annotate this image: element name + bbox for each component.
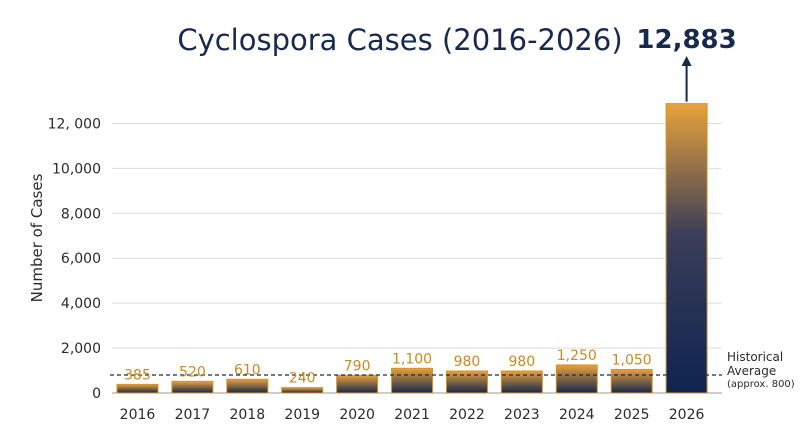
data-labels: 385 520 610 240 790 1,100 980 980 1,250 1,050 12,8… (124, 25, 737, 387)
x-axis-ticks: 2016 2017 2018 2019 2020 2021 2022 2023 2024 2025… (120, 407, 705, 423)
data-label: 520 (179, 364, 206, 380)
gridlines (112, 122, 722, 394)
bar-2023 (500, 370, 543, 394)
reference-label-line2: Average (727, 364, 776, 378)
x-tick-label: 2026 (669, 407, 705, 423)
x-tick-label: 2016 (120, 407, 156, 423)
bar-2019 (281, 387, 324, 394)
chart-title: Cyclospora Cases (2016-2026) (177, 23, 622, 57)
x-tick-label: 2024 (559, 407, 595, 423)
y-tick-label: 6,000 (61, 251, 101, 267)
x-tick-label: 2017 (175, 407, 211, 423)
x-tick-label: 2020 (339, 407, 375, 423)
y-axis-label: Number of Cases (28, 173, 46, 302)
y-tick-label: 10,000 (52, 161, 101, 177)
y-tick-label: 12, 000 (48, 116, 101, 132)
data-label: 1,050 (612, 352, 652, 368)
bar-2026 (665, 103, 708, 394)
reference-label-line1: Historical (727, 350, 783, 364)
y-tick-label: 8,000 (61, 206, 101, 222)
peak-arrow-icon (681, 56, 692, 66)
bars (116, 103, 708, 394)
bar-2022 (445, 370, 488, 394)
bar-2016 (116, 383, 159, 394)
bar-2020 (336, 374, 379, 394)
bar-2018 (226, 378, 269, 394)
bar-2024 (555, 364, 598, 394)
x-tick-label: 2023 (504, 407, 540, 423)
peak-data-label: 12,883 (636, 25, 736, 55)
reference-label-line3: (approx. 800) (727, 379, 795, 390)
data-label: 1,100 (392, 351, 432, 367)
data-label: 385 (124, 367, 151, 383)
data-label: 980 (454, 354, 481, 370)
data-label: 1,250 (557, 348, 597, 364)
y-tick-label: 0 (92, 386, 101, 402)
x-tick-label: 2018 (229, 407, 265, 423)
bar-2017 (171, 380, 214, 394)
data-label: 610 (234, 362, 261, 378)
x-tick-label: 2025 (614, 407, 650, 423)
x-tick-label: 2021 (394, 407, 430, 423)
x-tick-label: 2019 (284, 407, 320, 423)
data-label: 790 (344, 358, 371, 374)
bar-2025 (610, 368, 653, 394)
bar-2021 (391, 367, 434, 394)
data-label: 240 (289, 371, 316, 387)
y-axis-ticks: 0 2,000 4,000 6,000 8,000 10,000 12, 000 (48, 116, 101, 402)
data-label: 980 (508, 354, 535, 370)
x-tick-label: 2022 (449, 407, 485, 423)
y-tick-label: 4,000 (61, 296, 101, 312)
y-tick-label: 2,000 (61, 341, 101, 357)
